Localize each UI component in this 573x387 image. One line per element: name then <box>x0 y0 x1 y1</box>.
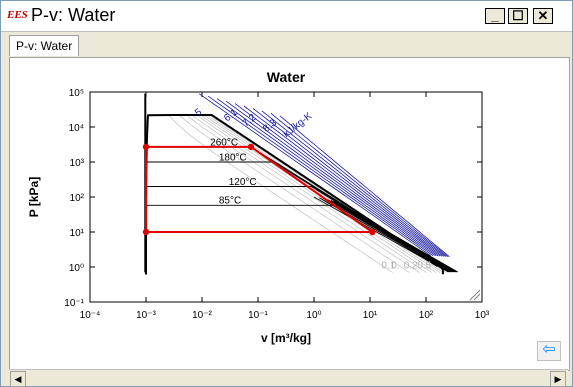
superheat-line <box>330 200 454 273</box>
isentrope-line <box>252 108 445 257</box>
x-tick-label: 10⁻³ <box>136 310 156 321</box>
close-button[interactable]: ✕ <box>533 8 553 24</box>
horizontal-scrollbar[interactable]: ◀ ▶ <box>9 369 568 387</box>
scroll-left-button[interactable]: ◀ <box>10 371 26 387</box>
isotherm-label: 85°C <box>219 196 241 207</box>
isentrope-line <box>243 105 443 257</box>
process-point <box>247 143 255 151</box>
isotherm-label: 120°C <box>229 177 257 188</box>
ees-app-icon: EES <box>7 9 28 21</box>
y-tick-label: 10⁴ <box>69 123 84 134</box>
tab-pv-water[interactable]: P-v: Water <box>9 35 80 56</box>
quality-line <box>196 114 432 273</box>
isentrope-line <box>216 98 437 257</box>
quality-label: 0. <box>391 261 399 272</box>
isotherm-label: 260°C <box>210 137 238 148</box>
resize-grip <box>469 289 481 301</box>
x-tick-label: 10⁰ <box>306 310 321 321</box>
window-title: P-v: Water <box>31 5 116 25</box>
y-tick-label: 10⁻¹ <box>64 298 84 309</box>
isentrope-line <box>234 103 441 257</box>
process-point <box>142 228 150 236</box>
x-tick-label: 10¹ <box>363 310 378 321</box>
isentrope-label: 5 <box>193 106 205 118</box>
y-tick-label: 10² <box>70 193 85 204</box>
pv-chart: Water 10⁻⁴ 10⁻³ 10⁻² 10⁻¹ 10⁰ 10¹ 10² 10³ 10⁻¹ 10⁰… <box>27 69 490 345</box>
superheat-line <box>327 199 453 273</box>
quality-line <box>178 114 410 273</box>
superheat-line <box>340 204 459 273</box>
x-axis-label: v [m³/kg] <box>261 331 311 345</box>
plot-frame <box>89 91 483 303</box>
superheat-line <box>313 196 449 273</box>
isentrope-line <box>225 100 439 257</box>
x-tick-label: 10² <box>419 310 434 321</box>
plot-area: Water 10⁻⁴ 10⁻³ 10⁻² 10⁻¹ 10⁰ 10¹ 10² 10³ 10⁻¹ 10⁰… <box>9 57 570 371</box>
isentrope-line <box>270 112 449 258</box>
quality-line <box>186 114 420 273</box>
isotherm-label: 180°C <box>219 152 247 163</box>
x-tick-label: 10⁻¹ <box>248 310 268 321</box>
x-tick-label: 10³ <box>475 310 490 321</box>
quality-line <box>203 114 441 273</box>
isentrope-line <box>198 93 431 257</box>
chart-title: Water <box>267 69 306 85</box>
maximize-button[interactable]: ☐ <box>508 8 528 24</box>
scroll-right-button[interactable]: ▶ <box>550 371 566 387</box>
process-point <box>369 228 376 236</box>
y-tick-label: 10⁰ <box>69 263 84 274</box>
y-tick-label: 10⁵ <box>69 88 84 99</box>
process-point <box>142 143 150 151</box>
tab-strip: P-v: Water <box>5 33 570 57</box>
minimize-button[interactable]: _ <box>485 8 505 24</box>
quality-line <box>191 114 427 273</box>
quality-label: 0.1 <box>381 261 395 272</box>
y-tick-label: 10¹ <box>70 228 85 239</box>
isentrope-line <box>207 95 434 257</box>
quality-label: 0.2 <box>404 261 418 272</box>
x-tick-label: 10⁻⁴ <box>80 310 101 321</box>
x-tick-label: 10⁻² <box>192 310 212 321</box>
isentrope-line <box>261 110 447 257</box>
title-bar: EES P-v: Water _ ☐ ✕ <box>1 1 572 32</box>
y-tick-label: 10³ <box>70 158 85 169</box>
left-arrow-icon[interactable]: ⇦ <box>537 341 561 361</box>
quality-line <box>168 114 393 273</box>
quality-label: 0.5 <box>417 261 431 272</box>
isentrope-line <box>279 115 450 258</box>
y-axis-label: P [kPa] <box>27 177 41 217</box>
